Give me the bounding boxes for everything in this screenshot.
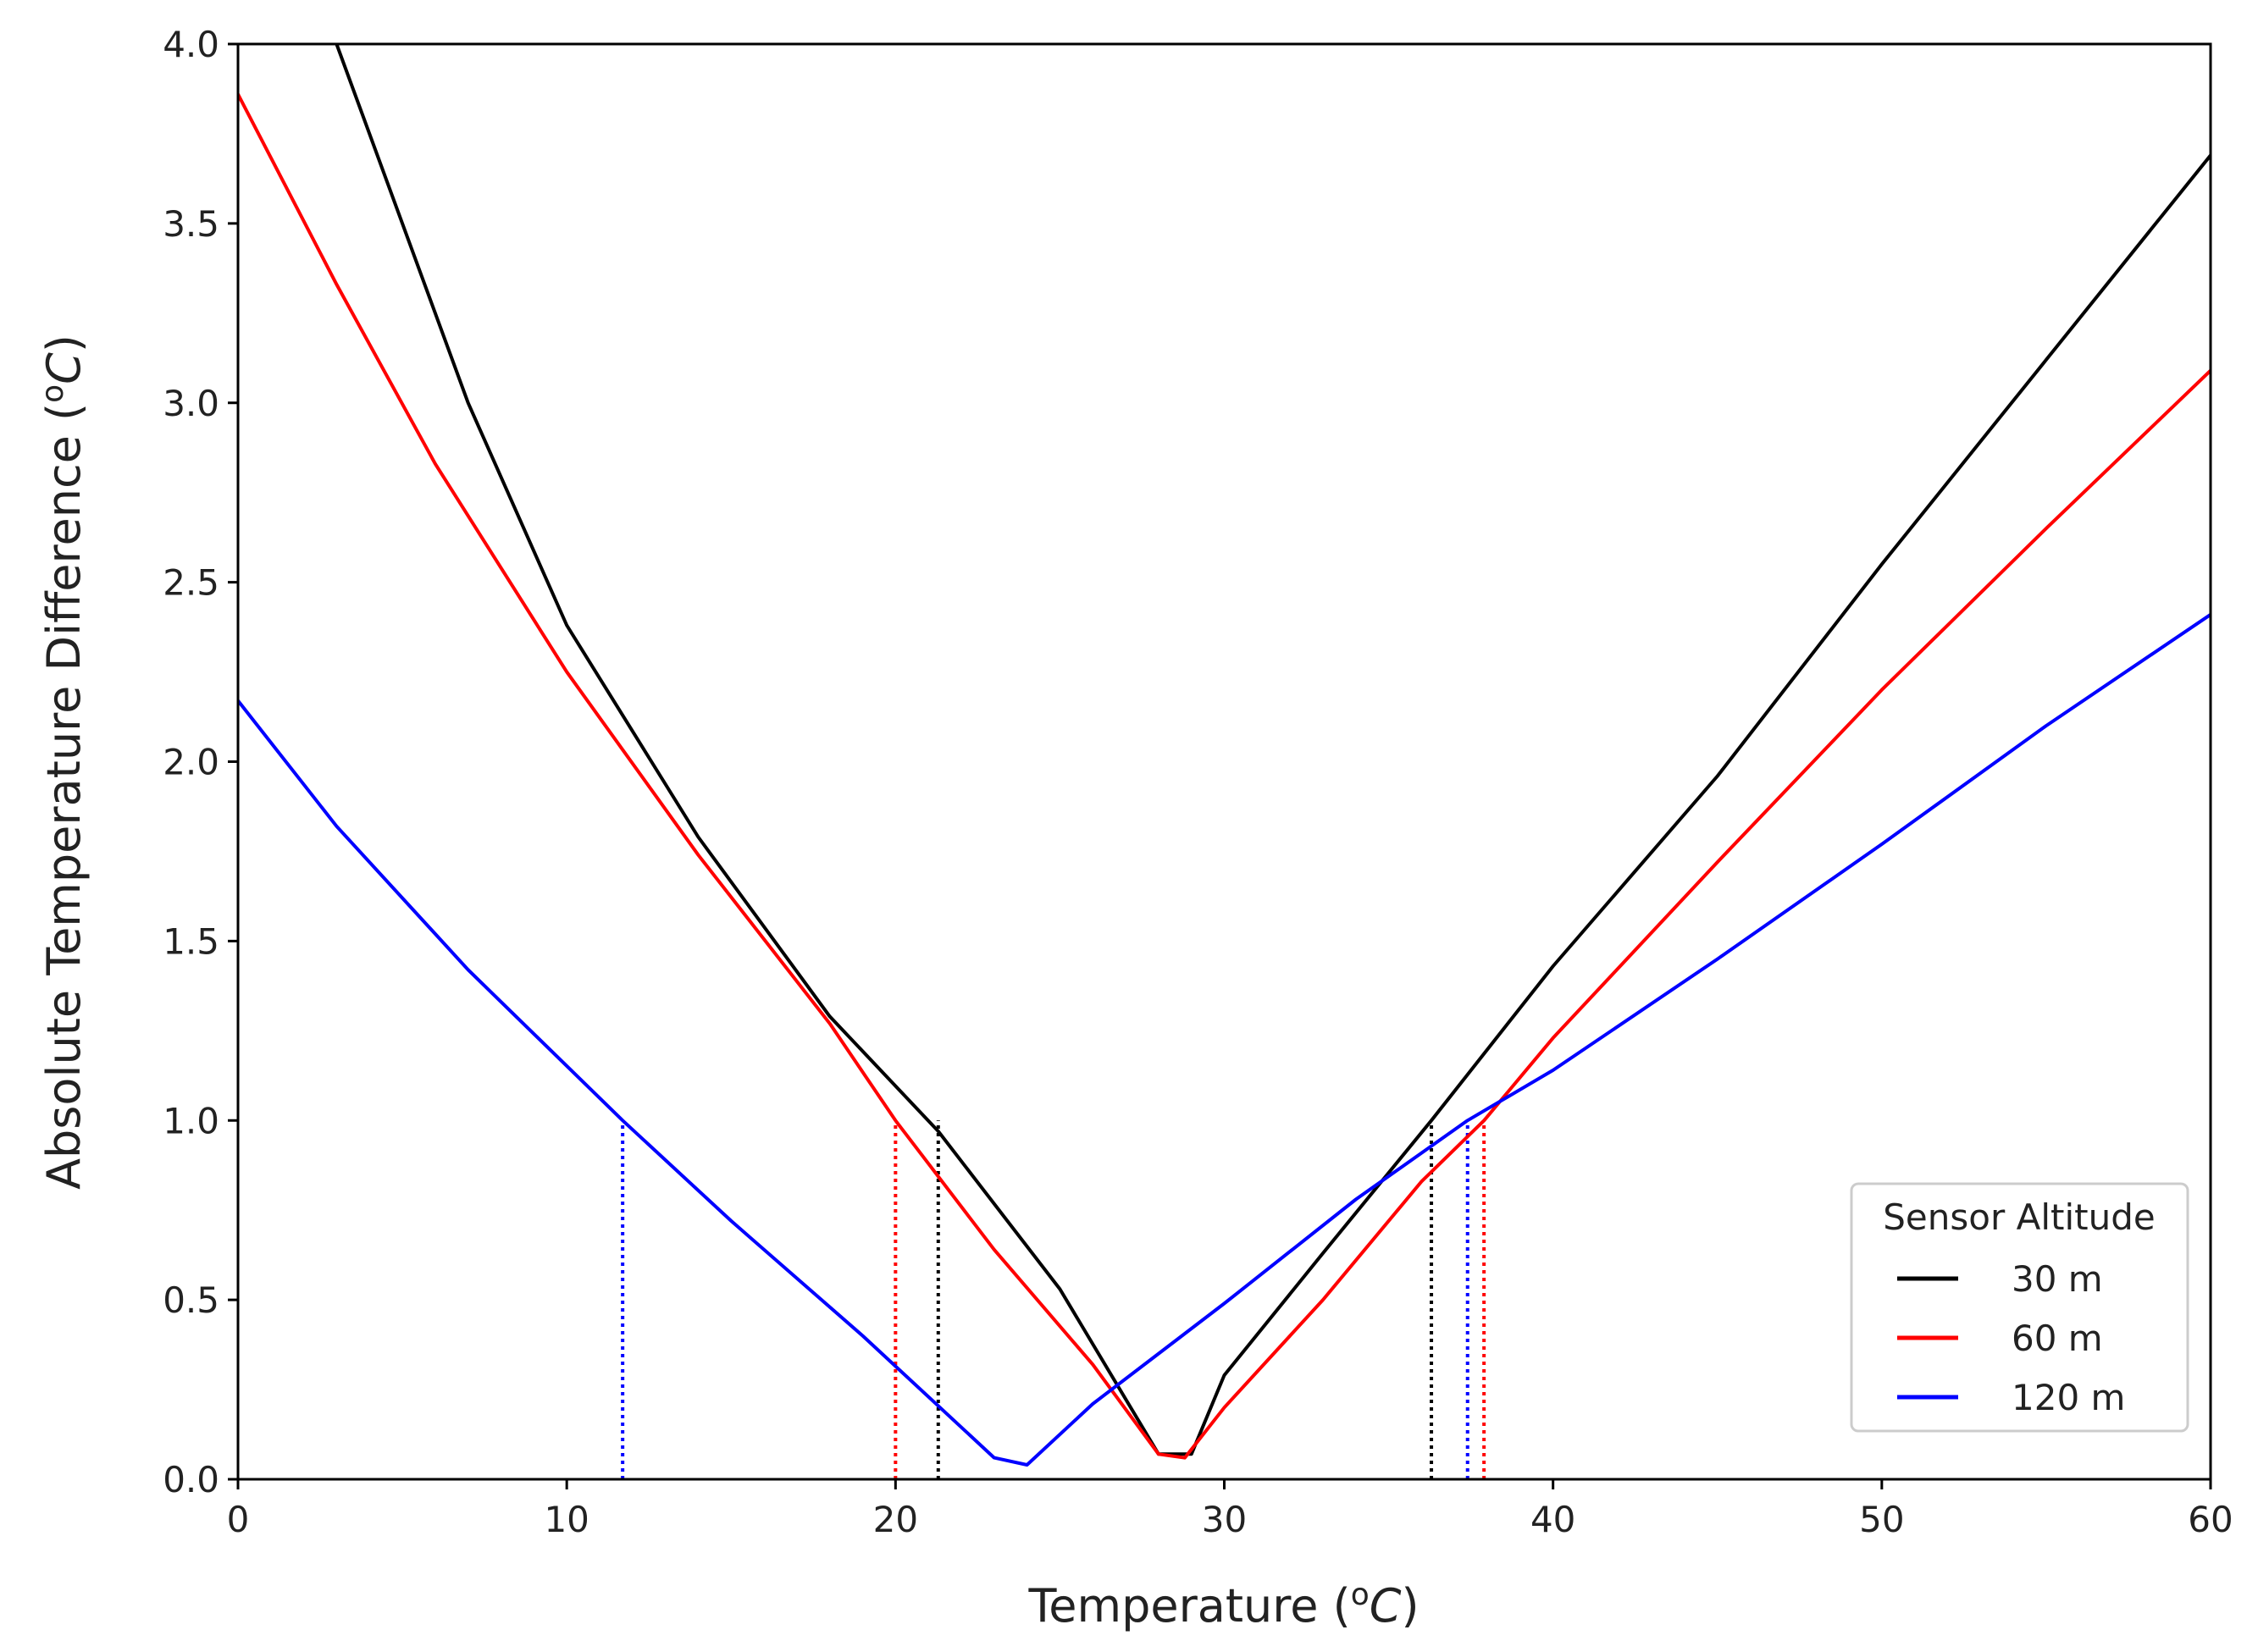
y-tick-label: 1.0 [163,1100,219,1141]
y-tick-label: 2.0 [163,742,219,783]
x-tick-label: 20 [873,1499,918,1540]
y-tick-label: 2.5 [163,562,219,604]
y-tick-label: 0.5 [163,1279,219,1321]
y-tick-label: 0.0 [163,1459,219,1500]
legend-label: 120 m [2012,1377,2125,1418]
threshold-lines [621,1120,1486,1479]
y-axis-title: Absolute Temperature Difference (oC) [36,334,91,1190]
legend-box [1850,1182,2189,1433]
y-tick-label: 3.5 [163,203,219,245]
y-axis: 0.0 0.5 1.0 1.5 2.0 2.5 3.0 3.5 4.0 [163,24,238,1500]
x-tick-label: 0 [227,1499,250,1540]
legend-title: Sensor Altitude [1883,1196,2155,1238]
y-tick-label: 3.0 [163,383,219,424]
x-tick-label: 50 [1859,1499,1904,1540]
legend: Sensor Altitude 30 m 60 m 120 m [1850,1182,2189,1433]
y-tick-label: 4.0 [163,24,219,65]
legend-entries: 30 m 60 m 120 m [1897,1258,2125,1418]
legend-label: 30 m [2012,1258,2103,1300]
legend-label: 60 m [2012,1318,2103,1359]
y-tick-label: 1.5 [163,920,219,962]
series-line-120-m [238,612,2211,1467]
data-series [238,44,2211,1467]
x-axis-title: Temperature (oC) [1027,1577,1419,1633]
series-line-30-m [335,44,2211,1456]
x-axis: 0 10 20 30 40 50 60 [227,1479,2233,1540]
x-tick-label: 30 [1202,1499,1247,1540]
x-tick-label: 10 [544,1499,589,1540]
x-tick-label: 60 [2188,1499,2233,1540]
series-line-60-m [238,92,2211,1460]
x-tick-label: 40 [1530,1499,1575,1540]
